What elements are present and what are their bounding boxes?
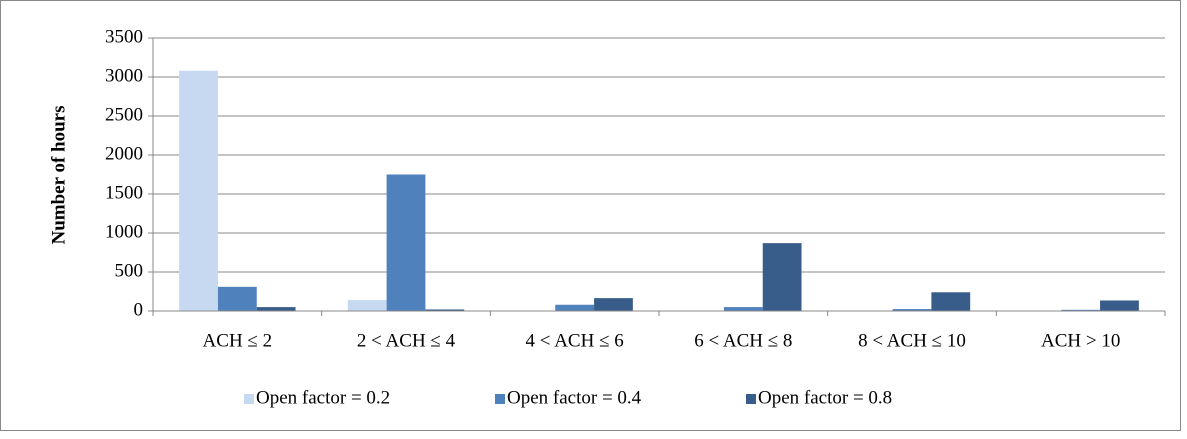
y-tick-label: 3500	[105, 26, 143, 47]
x-tick-label: 2 < ACH ≤ 4	[357, 330, 456, 351]
legend-swatch	[495, 394, 505, 404]
x-tick-label: 8 < ACH ≤ 10	[858, 330, 966, 351]
legend-swatch	[244, 394, 254, 404]
y-tick-label: 500	[115, 260, 144, 281]
legend-label: Open factor = 0.2	[256, 387, 390, 408]
x-tick-label: ACH ≤ 2	[203, 330, 273, 351]
y-tick-label: 0	[134, 299, 144, 320]
bar	[594, 298, 633, 311]
bar	[348, 300, 387, 311]
legend-swatch	[746, 394, 756, 404]
legend-label: Open factor = 0.8	[758, 387, 892, 408]
y-tick-label: 1500	[105, 182, 143, 203]
y-tick-label: 3000	[105, 65, 143, 86]
bar	[257, 307, 296, 311]
y-axis-title: Number of hours	[48, 106, 69, 245]
y-tick-label: 1000	[105, 221, 143, 242]
y-tick-label: 2000	[105, 143, 143, 164]
bar	[1100, 300, 1139, 311]
y-tick-label: 2500	[105, 104, 143, 125]
x-tick-label: 4 < ACH ≤ 6	[526, 330, 624, 351]
chart-frame	[1, 1, 1181, 431]
bar	[931, 292, 970, 311]
x-tick-label: ACH > 10	[1041, 330, 1120, 351]
legend-label: Open factor = 0.4	[507, 387, 642, 408]
bar	[387, 175, 426, 312]
bar	[218, 287, 257, 311]
bar	[763, 243, 802, 311]
bar	[724, 307, 763, 311]
x-tick-label: 6 < ACH ≤ 8	[694, 330, 792, 351]
bar	[179, 71, 218, 311]
bar	[555, 305, 594, 311]
